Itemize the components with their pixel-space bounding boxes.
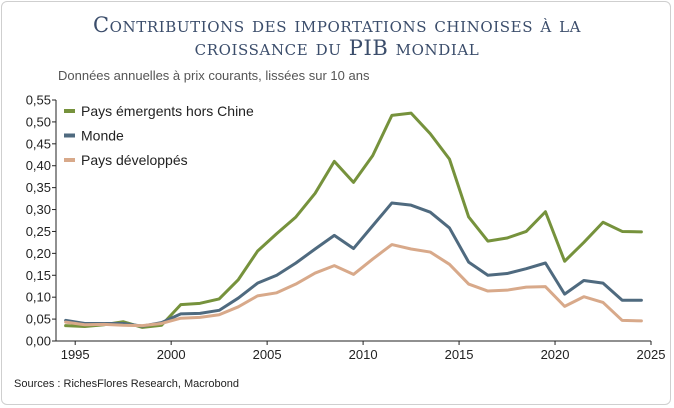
legend-label: Monde [81,128,124,144]
y-tick-label: 0,50 [26,114,51,129]
source-note: Sources : RichesFlores Research, Macrobo… [14,378,239,390]
y-tick-label: 0,10 [26,290,51,305]
y-tick-label: 0,35 [26,180,51,195]
y-tick-label: 0,40 [26,158,51,173]
x-tick-label: 2025 [637,347,666,362]
x-tick-label: 1995 [61,347,90,362]
x-tick-label: 2005 [253,347,282,362]
x-tick-label: 2010 [349,347,378,362]
y-tick-label: 0,05 [26,312,51,327]
x-tick-label: 2020 [541,347,570,362]
x-axis-ticks: 1995 2000 2005 2010 2015 2020 2025 [61,341,666,362]
y-tick-label: 0,55 [26,93,51,108]
y-tick-label: 0,30 [26,202,51,217]
y-tick-label: 0,25 [26,224,51,239]
chart-title-line-2: croissance du PIB mondial [194,36,480,60]
legend-label: Pays émergents hors Chine [81,103,254,119]
x-tick-label: 2000 [157,347,186,362]
y-axis-ticks: 0,00 0,05 0,10 0,15 0,20 0,25 0,30 0,35 0,40 0,45… [26,93,56,349]
series-lines [64,111,643,329]
chart-axes [55,100,651,342]
series-line [64,201,643,328]
y-tick-label: 0,20 [26,246,51,261]
legend: Pays émergents hors Chine Monde Pays dével… [64,103,254,168]
chart-title-line-1: Contributions des importations chinoises… [92,13,582,37]
y-tick-label: 0,15 [26,268,51,283]
series-line [64,111,643,329]
legend-label: Pays développés [81,152,188,168]
y-tick-label: 0,45 [26,136,51,151]
chart-subtitle: Données annuelles à prix courants, lissé… [58,68,370,83]
series-line [64,243,643,328]
x-tick-label: 2015 [445,347,474,362]
y-tick-label: 0,00 [26,334,51,349]
